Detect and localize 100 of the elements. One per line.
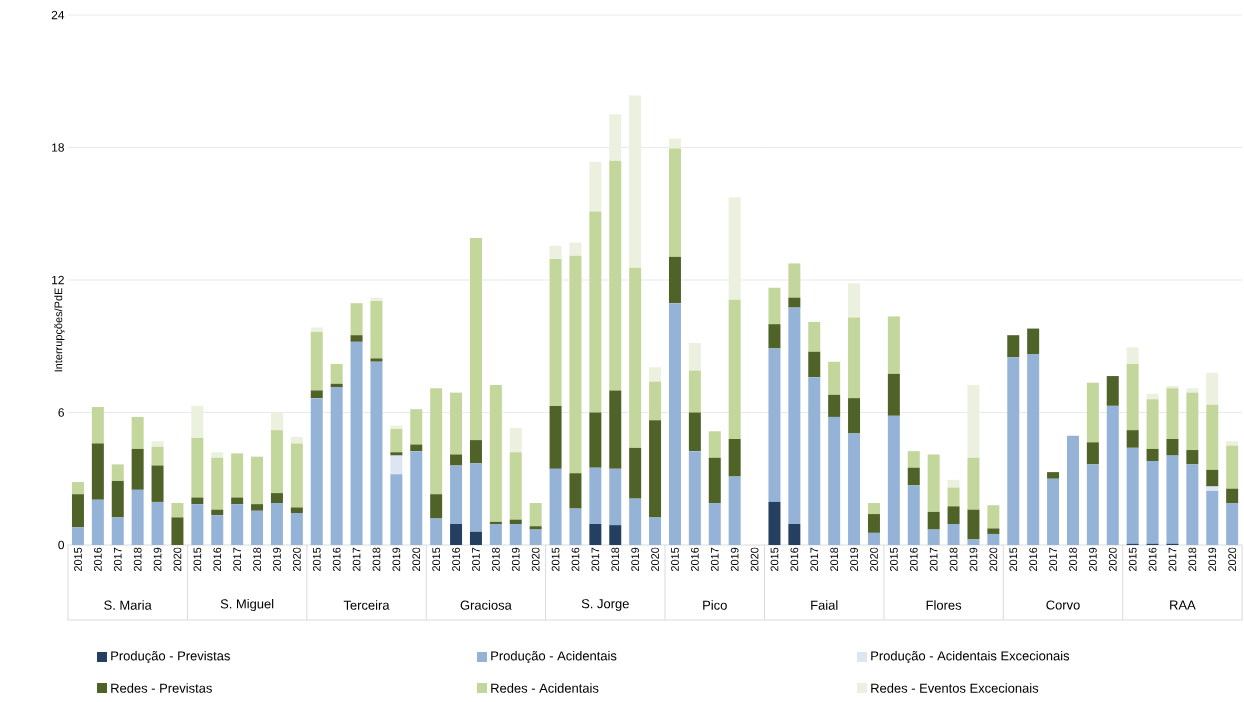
bar [1186,392,1199,451]
x-tick-label: 2017 [352,547,361,572]
bar [589,161,602,212]
bar [71,494,84,528]
bar [290,507,303,513]
bar [310,398,323,545]
bar [609,160,622,391]
x-tick-label: 2016 [213,547,222,572]
y-tick-label: 18 [52,143,64,152]
bar [708,503,721,545]
bar [947,487,960,507]
x-tick-label: 2020 [989,547,998,572]
bar [1047,472,1060,479]
x-tick-label: 2018 [491,547,500,572]
bar [668,256,681,304]
x-tick-label: 2016 [1029,547,1038,572]
bar [987,528,1000,534]
bar [1166,388,1179,439]
bar [1086,464,1099,545]
bar [629,498,642,545]
bar [171,503,184,518]
bar [350,341,363,545]
bar [947,524,960,545]
x-tick-label: 2018 [133,547,142,572]
x-tick-label: 2019 [631,547,640,572]
bar [529,526,542,530]
bar [1226,441,1239,446]
x-tick-label: 2019 [153,547,162,572]
bar [1186,388,1199,393]
legend-label: Redes - Previstas [111,683,212,693]
x-tick-label: 2017 [1168,547,1177,572]
legend-label: Redes - Eventos Excecionais [871,683,1039,693]
bar [270,503,283,545]
x-tick-label: 2019 [511,547,520,572]
bar [1106,376,1119,406]
bar [71,482,84,495]
bar [131,416,144,449]
bar [529,503,542,527]
x-tick-label: 2017 [810,547,819,572]
bar [370,358,383,362]
bar [1226,503,1239,545]
x-axis-title: S. Miguel [220,598,274,612]
bar [1206,372,1219,405]
bar [688,412,701,452]
bar [330,383,343,388]
bar [1206,490,1219,545]
bar [410,409,423,445]
bar [469,238,482,441]
bar [509,524,522,545]
bar [867,503,880,515]
bar [1146,461,1159,544]
bar [1047,478,1060,545]
bar [410,451,423,545]
bar [111,480,124,518]
bar [71,527,84,545]
x-tick-label: 2018 [253,547,261,572]
bar [211,515,224,545]
bar [569,508,582,545]
bar [728,299,741,439]
bar [330,363,343,384]
x-tick-label: 2018 [830,547,839,572]
y-tick-label: 6 [58,408,64,417]
bar [688,342,701,371]
x-tick-label: 2019 [1208,547,1217,572]
bar [728,476,741,545]
bar [609,114,622,161]
bar [1226,445,1239,489]
bar [967,539,980,545]
bar [310,327,323,332]
bar [1166,439,1179,456]
bar [728,197,741,300]
bar [231,504,244,545]
bar [768,324,781,349]
bar [589,524,602,545]
legend-label: Produção - Previstas [111,650,230,664]
bar [330,387,343,545]
bar [609,390,622,469]
bar [828,394,841,417]
bar [509,519,522,525]
bar [390,452,403,456]
bar [688,451,701,545]
x-tick-label: 2016 [332,547,341,572]
bar [907,451,920,468]
bar [887,415,900,545]
bar [91,406,104,444]
bar [290,436,303,444]
bar [489,384,502,522]
x-tick-label: 2017 [472,547,480,572]
bar [509,427,522,453]
bar [848,398,861,434]
x-tick-label: 2015 [1128,547,1137,572]
legend-label: Produção - Acidentais [491,650,617,664]
bar [1226,488,1239,504]
bar [549,259,562,406]
x-tick-label: 2016 [452,547,460,572]
bar [828,416,841,545]
bar [1126,430,1139,448]
x-axis-title: Pico [703,600,727,610]
bar [1086,382,1099,443]
bar [290,512,303,545]
